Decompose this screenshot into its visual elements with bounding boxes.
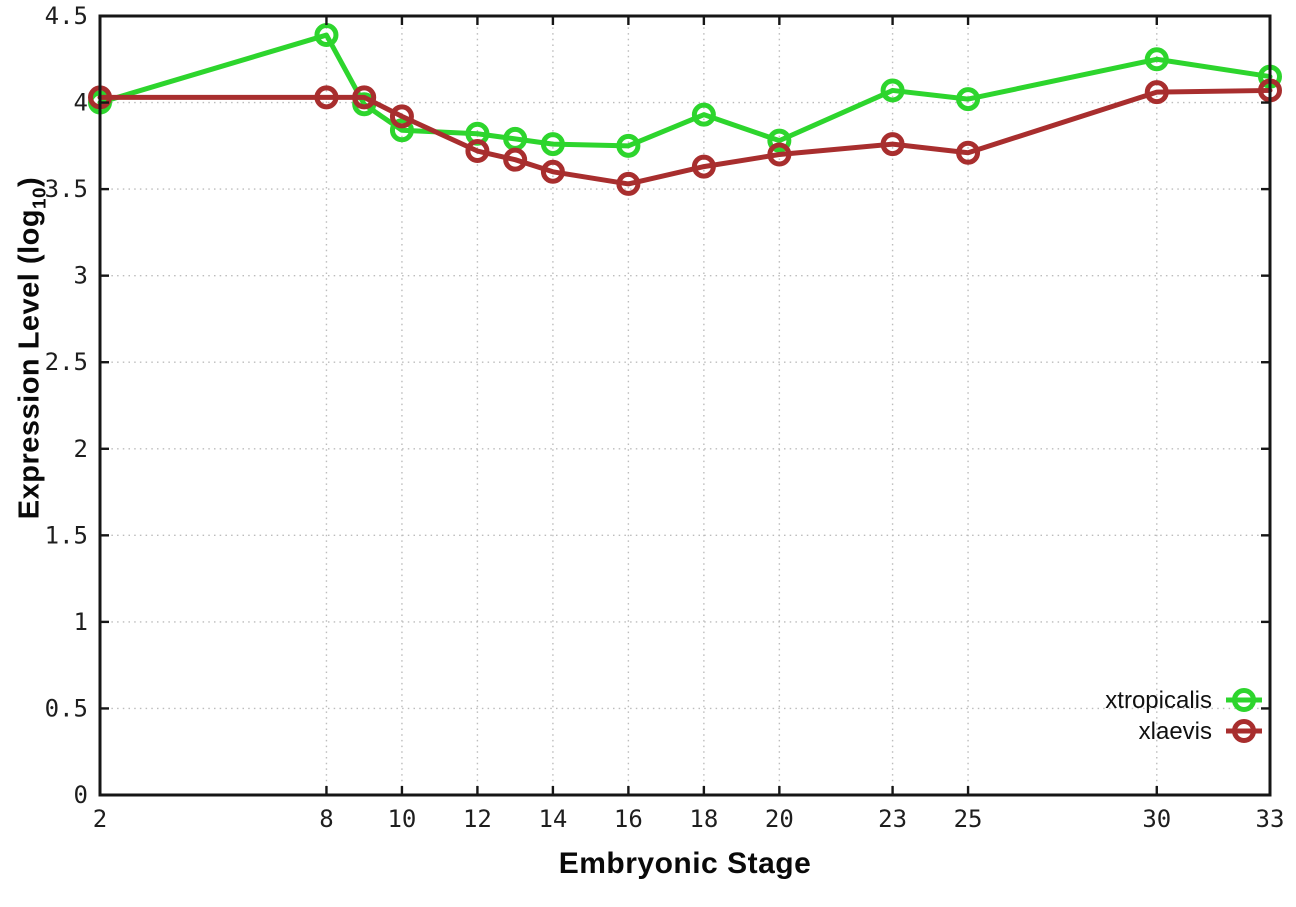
data-point-xlaevis-stage-10	[389, 104, 414, 129]
data-point-xlaevis-stage-8	[314, 85, 339, 110]
x-tick-label-20: 20	[765, 805, 794, 833]
data-point-xtropicalis-stage-20	[767, 128, 792, 153]
plot-border	[98, 14, 1272, 797]
y-tick-label-0: 0	[74, 781, 88, 809]
y-tick-label-1: 1	[74, 608, 88, 636]
x-tick-label-16: 16	[614, 805, 643, 833]
data-point-xtropicalis-stage-23	[880, 78, 905, 103]
y-tick-label-0.5: 0.5	[45, 694, 88, 722]
legend-entry-xlaevis: xlaevis	[1139, 718, 1262, 745]
x-tick-label-30: 30	[1142, 805, 1171, 833]
data-point-xtropicalis-stage-10	[389, 118, 414, 143]
data-point-xlaevis-stage-14	[540, 159, 565, 184]
y-axis-title-main: Expression Level (log	[13, 208, 46, 520]
series-xtropicalis	[88, 23, 1282, 158]
y-axis-title: Expression Level (log10)	[14, 177, 51, 519]
legend-entry-xtropicalis: xtropicalis	[1105, 687, 1262, 714]
data-point-xlaevis-stage-23	[880, 132, 905, 157]
data-point-xlaevis-stage-30	[1144, 80, 1169, 105]
y-tick-label-3.5: 3.5	[45, 175, 88, 203]
y-tick-label-4.5: 4.5	[45, 2, 88, 30]
gridlines	[100, 16, 1270, 795]
series-xlaevis	[88, 78, 1282, 196]
x-tick-labels: 2 8 10 12 14 16 18 20 23 25 30 33	[93, 805, 1285, 833]
x-tick-label-12: 12	[463, 805, 492, 833]
axis-tick-marks	[98, 14, 1272, 797]
data-point-xtropicalis-stage-25	[956, 87, 981, 112]
x-tick-label-10: 10	[387, 805, 416, 833]
data-point-xlaevis-stage-12	[465, 139, 490, 164]
x-tick-label-14: 14	[538, 805, 567, 833]
legend-sample-marker-xtropicalis	[1232, 688, 1256, 712]
y-tick-label-3: 3	[74, 262, 88, 290]
data-point-xlaevis-stage-13	[503, 147, 528, 172]
y-axis-title-suffix: )	[13, 176, 46, 187]
data-point-xtropicalis-stage-18	[691, 102, 716, 127]
y-tick-label-2: 2	[74, 435, 88, 463]
plot-border-rect	[98, 14, 1272, 797]
legend-label-xtropicalis: xtropicalis	[1105, 687, 1212, 714]
y-tick-label-1.5: 1.5	[45, 521, 88, 549]
x-tick-label-25: 25	[954, 805, 983, 833]
data-point-xlaevis-stage-16	[616, 171, 641, 196]
legend-sample-marker-xlaevis	[1232, 719, 1256, 743]
data-point-xlaevis-stage-9	[352, 85, 377, 110]
data-point-xlaevis-stage-25	[956, 140, 981, 165]
data-point-xtropicalis-stage-16	[616, 133, 641, 158]
x-tick-label-33: 33	[1256, 805, 1285, 833]
legend: xtropicalis xlaevis	[1105, 687, 1262, 745]
x-tick-label-8: 8	[319, 805, 333, 833]
data-series	[88, 23, 1282, 196]
y-axis-title-subscript: 10	[28, 186, 50, 209]
series-line-xtropicalis	[97, 32, 1273, 149]
y-tick-label-2.5: 2.5	[45, 348, 88, 376]
data-point-xtropicalis-stage-30	[1144, 47, 1169, 72]
x-axis-title: Embryonic Stage	[558, 847, 812, 880]
y-tick-label-4: 4	[74, 89, 88, 117]
data-point-xtropicalis-stage-14	[540, 132, 565, 157]
data-point-xtropicalis-stage-8	[314, 23, 339, 48]
x-tick-label-23: 23	[878, 805, 907, 833]
y-tick-labels: 0 0.5 1 1.5 2 2.5 3 3.5 4 4.5	[45, 2, 88, 809]
legend-label-xlaevis: xlaevis	[1139, 718, 1212, 745]
data-point-xlaevis-stage-18	[691, 154, 716, 179]
x-tick-label-2: 2	[93, 805, 107, 833]
x-tick-label-18: 18	[689, 805, 718, 833]
data-point-xlaevis-stage-20	[767, 142, 792, 167]
series-line-xlaevis	[97, 87, 1273, 187]
